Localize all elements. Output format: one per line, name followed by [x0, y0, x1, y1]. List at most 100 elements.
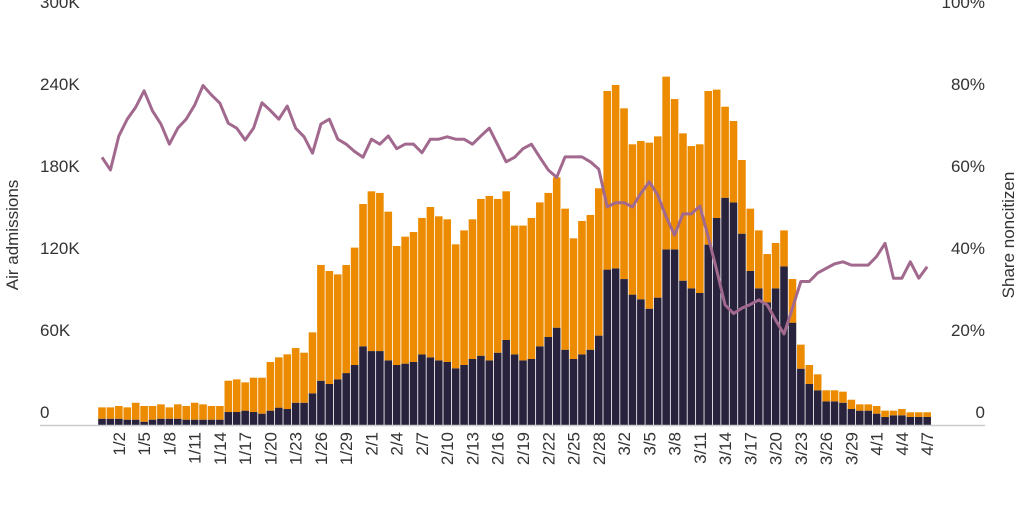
left-y-tick-label: 180K — [40, 157, 80, 176]
bar-upper-segment-3-29 — [847, 399, 856, 410]
bar-lower-segment-1-29 — [342, 373, 350, 425]
bar-upper-segment-2-7 — [418, 217, 426, 355]
bar-lower-segment-3-30 — [856, 410, 864, 425]
bar-upper-segment-1-20 — [266, 362, 275, 411]
bar-upper-segment-2-28 — [594, 188, 603, 336]
bar-lower-segment-3-23 — [797, 368, 805, 425]
bar-upper-segment-3-22 — [788, 279, 797, 323]
x-tick-label: 2/4 — [388, 432, 407, 456]
bar-upper-segment-2-17 — [502, 191, 510, 340]
bar-upper-segment-2-2 — [376, 192, 384, 352]
bar-upper-segment-1-3 — [123, 407, 132, 420]
bar-lower-segment-1-18 — [249, 412, 258, 425]
bar-lower-segment-2-23 — [552, 327, 561, 425]
x-tick-label: 3/23 — [792, 432, 811, 465]
bar-upper-segment-1-10 — [182, 406, 190, 420]
bar-lower-segment-1-15 — [224, 412, 233, 425]
x-tick-label: 3/26 — [817, 432, 836, 465]
right-y-tick-label: 60% — [951, 157, 985, 176]
bar-lower-segment-1-11 — [190, 419, 199, 425]
x-tick-label: 2/13 — [464, 432, 483, 465]
bar-lower-segment-3-14 — [721, 197, 729, 425]
bar-upper-segment-4-5 — [906, 412, 915, 417]
bar-upper-segment-4-2 — [881, 410, 889, 417]
bar-upper-segment-1-4 — [131, 402, 140, 420]
bar-upper-segment-1-9 — [173, 404, 182, 419]
bar-upper-segment-2-27 — [586, 214, 595, 350]
x-tick-label: 3/8 — [666, 432, 685, 456]
x-tick-label: 1/11 — [186, 432, 205, 464]
x-tick-label: 3/17 — [741, 432, 760, 465]
bar-lower-segment-2-5 — [401, 363, 409, 425]
right-y-axis-ticks: 0 20% 40% 60% 80% 100% — [942, 0, 985, 422]
bar-upper-segment-3-4 — [637, 141, 645, 300]
right-y-tick-label: 20% — [951, 321, 985, 340]
x-tick-label: 4/7 — [918, 432, 937, 456]
bar-lower-segment-1-19 — [258, 413, 266, 425]
bar-upper-segment-4-6 — [914, 412, 923, 417]
bar-upper-segment-3-30 — [856, 404, 864, 411]
x-tick-label: 3/5 — [640, 432, 659, 456]
bar-upper-segment-1-21 — [275, 357, 283, 408]
x-tick-label: 4/4 — [893, 432, 912, 456]
bar-upper-segment-3-7 — [662, 76, 670, 250]
left-y-axis-title: Air admissions — [3, 180, 22, 291]
bar-upper-segment-1-17 — [241, 382, 249, 411]
bar-upper-segment-3-18 — [754, 230, 763, 289]
x-tick-label: 3/11 — [691, 432, 710, 464]
bar-upper-segment-3-31 — [864, 404, 873, 411]
bar-upper-segment-2-26 — [578, 220, 586, 355]
bar-upper-segment-3-28 — [839, 391, 847, 403]
bar-upper-segment-1-30 — [350, 247, 359, 366]
bar-upper-segment-2-14 — [477, 198, 485, 356]
bar-lower-segment-3-19 — [763, 302, 771, 425]
bar-lower-segment-1-13 — [207, 419, 216, 425]
bar-lower-segment-1-25 — [308, 393, 317, 425]
bar-lower-segment-4-6 — [914, 416, 923, 425]
bar-upper-segment-2-1 — [367, 191, 376, 352]
bar-upper-segment-1-14 — [216, 406, 224, 420]
left-y-tick-label: 240K — [40, 75, 80, 94]
bar-lower-segment-1-17 — [241, 410, 249, 425]
bar-lower-segment-3-21 — [780, 266, 788, 425]
bar-lower-segment-1-16 — [232, 412, 241, 425]
bar-upper-segment-2-19 — [519, 225, 527, 361]
bar-lower-segment-1-30 — [350, 365, 359, 425]
bar-lower-segment-1-26 — [317, 380, 325, 425]
x-tick-label: 3/2 — [615, 432, 634, 456]
bar-upper-segment-2-4 — [392, 245, 401, 366]
bar-lower-segment-3-12 — [704, 244, 713, 425]
bar-lower-segment-3-3 — [628, 294, 637, 425]
bar-upper-segment-3-9 — [679, 133, 687, 281]
bar-lower-segment-1-12 — [199, 419, 207, 425]
x-tick-label: 3/14 — [716, 432, 735, 465]
bar-lower-segment-3-29 — [847, 409, 856, 425]
bar-series-group — [98, 76, 931, 425]
bar-lower-segment-1-8 — [165, 418, 174, 425]
bar-upper-segment-2-21 — [536, 202, 544, 347]
bar-lower-segment-3-10 — [687, 288, 696, 425]
bar-lower-segment-2-6 — [409, 362, 418, 425]
left-y-tick-label: 0 — [40, 403, 49, 422]
bar-upper-segment-3-19 — [763, 254, 771, 303]
x-tick-label: 1/8 — [160, 432, 179, 456]
bar-lower-segment-2-9 — [435, 360, 443, 425]
bar-lower-segment-1-7 — [157, 418, 165, 425]
right-y-axis-title: Share noncitizen — [999, 172, 1018, 299]
x-tick-label: 2/10 — [438, 432, 457, 465]
bar-lower-segment-3-20 — [771, 288, 780, 425]
bar-upper-segment-3-20 — [771, 242, 780, 289]
bar-upper-segment-2-5 — [401, 236, 409, 364]
x-tick-label: 1/14 — [211, 432, 230, 465]
bar-upper-segment-2-22 — [544, 192, 553, 337]
bar-lower-segment-3-2 — [620, 279, 628, 425]
bar-upper-segment-4-1 — [872, 406, 881, 414]
bar-lower-segment-1-5 — [140, 421, 148, 425]
bar-upper-segment-2-23 — [552, 177, 561, 328]
bar-lower-segment-3-5 — [645, 308, 654, 425]
bar-lower-segment-3-31 — [864, 410, 873, 425]
bar-upper-segment-1-7 — [157, 404, 165, 419]
bar-lower-segment-2-3 — [384, 360, 393, 425]
bar-lower-segment-2-1 — [367, 351, 376, 425]
x-tick-label: 1/26 — [312, 432, 331, 465]
